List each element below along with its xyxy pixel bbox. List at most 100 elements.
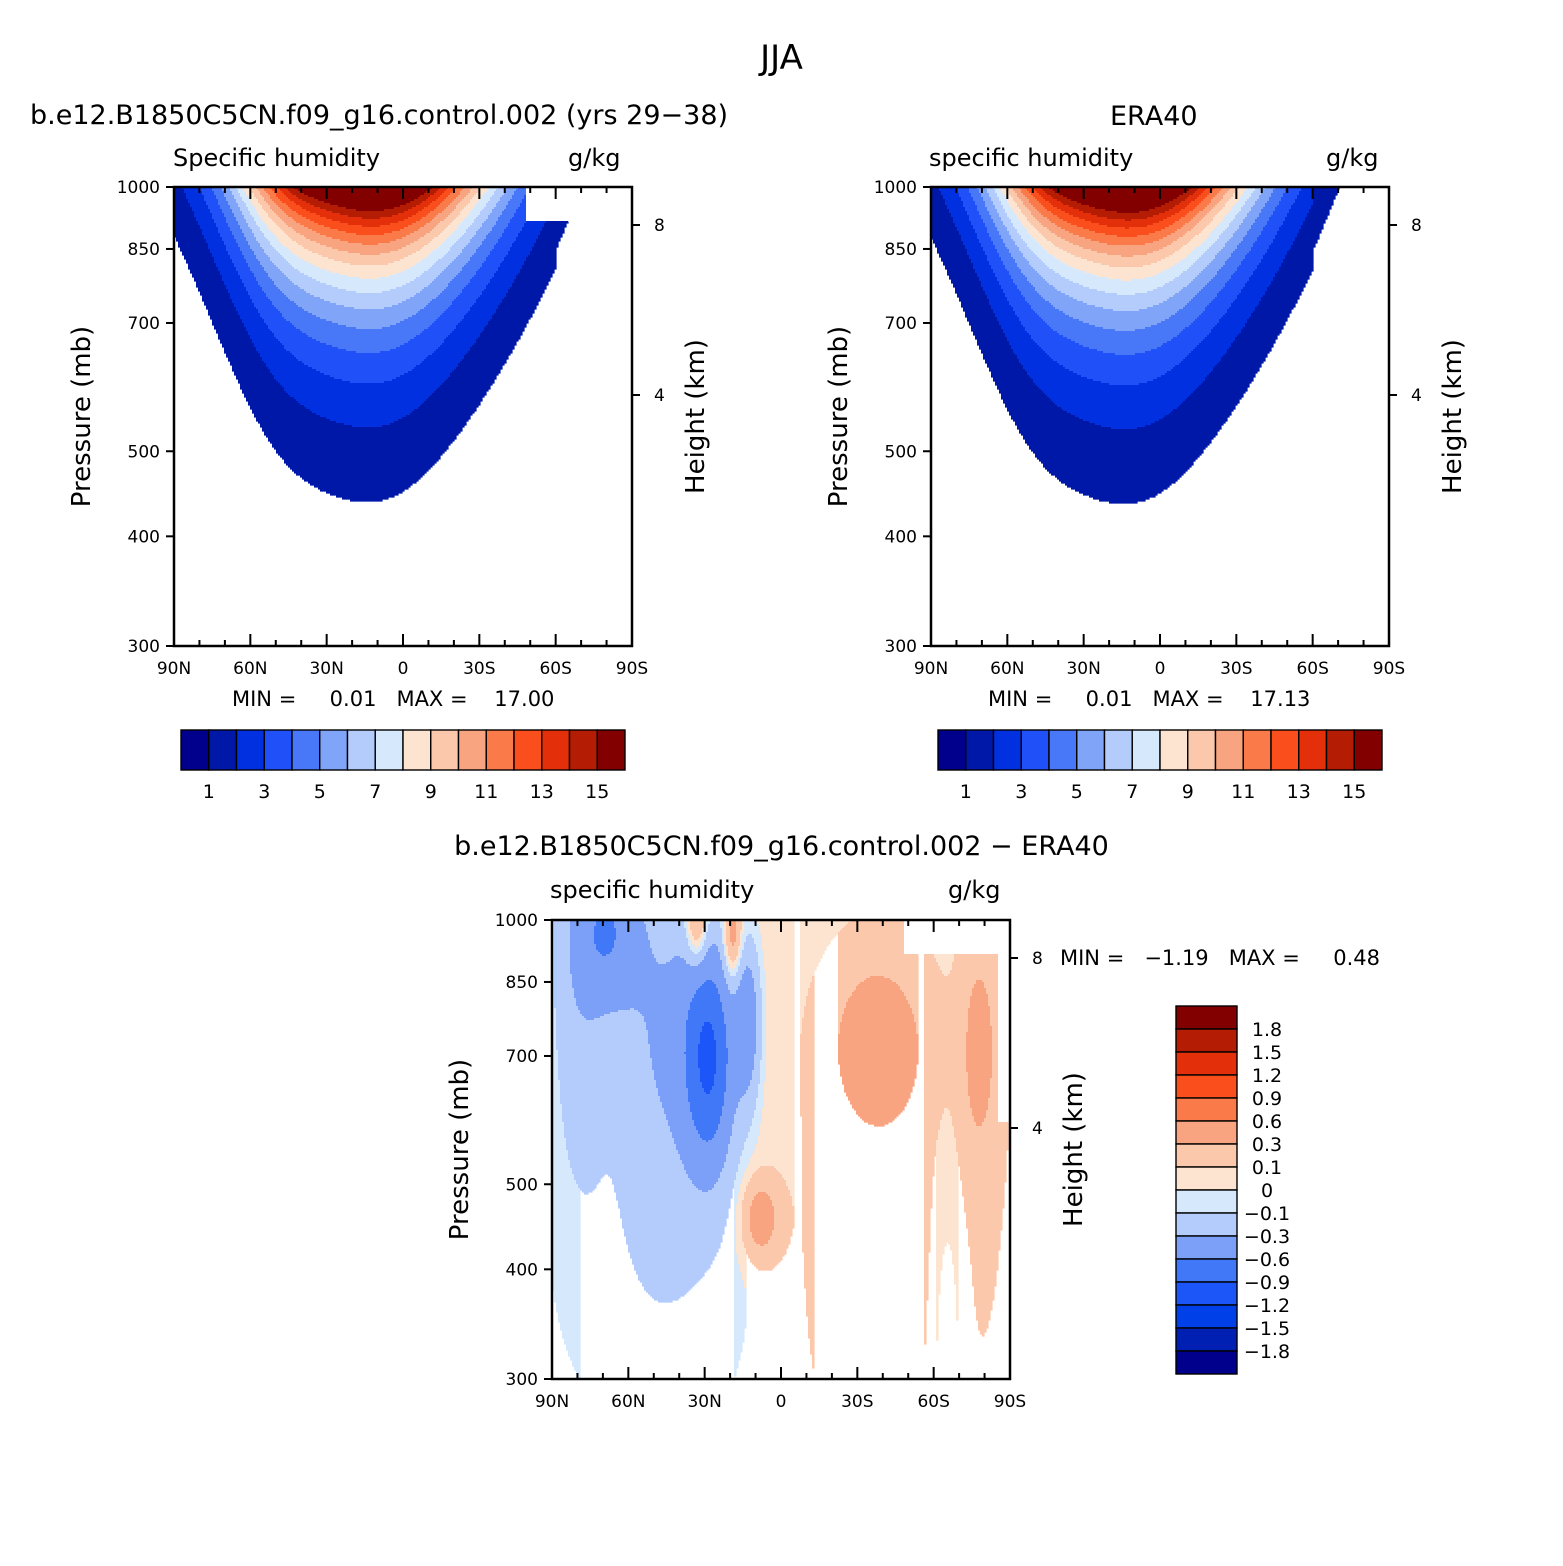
colorbar-label: −0.6 <box>1244 1249 1290 1271</box>
x-tick-label: 90S <box>994 1392 1026 1412</box>
y-tick-label: 1000 <box>874 178 917 198</box>
y-tick-label: 500 <box>506 1175 538 1195</box>
colorbar-box <box>1175 1074 1238 1099</box>
height-tick-label: 8 <box>1411 216 1422 236</box>
x-tick-label: 0 <box>776 1392 787 1412</box>
colorbar-box <box>541 729 571 771</box>
left-case-title: b.e12.B1850C5CN.f09_g16.control.002 (yrs… <box>30 100 729 131</box>
y-tick-label: 300 <box>885 637 917 657</box>
colorbar-box <box>1242 729 1272 771</box>
y-tick-label: 500 <box>885 442 917 462</box>
colorbar-left: 1 3 5 7 9 11 13 15 <box>180 729 626 803</box>
x-tick-label: 30N <box>687 1392 721 1412</box>
contour-field <box>552 920 1010 1379</box>
y-tick-label: 1000 <box>495 911 538 931</box>
colorbar-box <box>1175 1143 1238 1168</box>
colorbar-box <box>513 729 543 771</box>
height-tick-label: 4 <box>1032 1119 1043 1139</box>
colorbar-box <box>568 729 598 771</box>
left-units-label: g/kg <box>568 144 621 172</box>
colorbar-box <box>1187 729 1217 771</box>
colorbar-box <box>1175 1235 1238 1260</box>
diff-units-label: g/kg <box>948 876 1001 904</box>
x-tick-label: 0 <box>1155 659 1166 679</box>
right-min-max: MIN = 0.01 MAX = 17.13 <box>988 687 1311 711</box>
colorbar-box <box>374 729 404 771</box>
y-tick-label: 850 <box>506 973 538 993</box>
diff-min-max: MIN = −1.19 MAX = 0.48 <box>1060 946 1380 970</box>
colorbar-box <box>1175 1120 1238 1145</box>
colorbar-label: −0.1 <box>1244 1203 1290 1225</box>
colorbar-label: 5 <box>314 781 326 803</box>
x-tick-label: 30N <box>309 659 343 679</box>
y-tick-label: 700 <box>885 314 917 334</box>
colorbar-box <box>319 729 349 771</box>
height-tick-label: 8 <box>1032 949 1043 969</box>
colorbar-box <box>1175 1097 1238 1122</box>
x-tick-label: 60S <box>917 1392 949 1412</box>
colorbar-box <box>1270 729 1300 771</box>
colorbar-box <box>235 729 265 771</box>
colorbar-box <box>1175 1350 1238 1375</box>
colorbar-label: −1.2 <box>1244 1295 1290 1317</box>
x-tick-label: 60N <box>990 659 1024 679</box>
colorbar-label: 1 <box>203 781 215 803</box>
x-tick-label: 30S <box>1220 659 1252 679</box>
colorbar-box <box>291 729 321 771</box>
colorbar-label: 3 <box>1015 781 1027 803</box>
colorbar-right: 1 3 5 7 9 11 13 15 <box>937 729 1383 803</box>
colorbar-label: −0.3 <box>1244 1226 1290 1248</box>
left-min-max: MIN = 0.01 MAX = 17.00 <box>232 687 555 711</box>
colorbar-box <box>992 729 1022 771</box>
colorbar-box <box>1175 1051 1238 1076</box>
colorbar-box <box>1131 729 1161 771</box>
colorbar-box <box>180 729 210 771</box>
x-tick-label: 60N <box>611 1392 645 1412</box>
colorbar-box <box>208 729 238 771</box>
y-tick-label: 400 <box>506 1260 538 1280</box>
colorbar-label: −1.8 <box>1244 1341 1290 1363</box>
x-tick-label: 90S <box>616 659 648 679</box>
x-tick-label: 90S <box>1373 659 1405 679</box>
x-tick-label: 90N <box>914 659 948 679</box>
colorbar-box <box>1175 1258 1238 1283</box>
colorbar-diff: 1.81.51.20.90.60.30.10−0.1−0.3−0.6−0.9−1… <box>1175 1005 1290 1375</box>
y-axis-title: Pressure (mb) <box>824 326 854 507</box>
y-tick-label: 300 <box>128 637 160 657</box>
colorbar-label: 0.6 <box>1252 1111 1282 1133</box>
colorbar-label: 1.5 <box>1252 1042 1282 1064</box>
colorbar-box <box>1103 729 1133 771</box>
colorbar-label: −1.5 <box>1244 1318 1290 1340</box>
y-axis-title: Pressure (mb) <box>67 326 97 507</box>
contour-field <box>174 187 632 502</box>
colorbar-box <box>965 729 995 771</box>
y-tick-label: 850 <box>128 240 160 260</box>
colorbar-label: 3 <box>258 781 270 803</box>
x-tick-label: 60S <box>1296 659 1328 679</box>
height-tick-label: 4 <box>1411 386 1422 406</box>
colorbar-box <box>1175 1304 1238 1329</box>
colorbar-box <box>1214 729 1244 771</box>
colorbar-label: 0 <box>1261 1180 1273 1202</box>
colorbar-box <box>1175 1327 1238 1352</box>
colorbar-label: 9 <box>425 781 437 803</box>
height-tick-label: 4 <box>654 386 665 406</box>
x-tick-label: 60N <box>233 659 267 679</box>
y-tick-label: 850 <box>885 240 917 260</box>
diff-field-label: specific humidity <box>550 876 755 904</box>
y-tick-label: 1000 <box>117 178 160 198</box>
colorbar-label: 13 <box>530 781 554 803</box>
x-tick-label: 60S <box>539 659 571 679</box>
colorbar-box <box>1175 1166 1238 1191</box>
y-tick-label: 700 <box>506 1047 538 1067</box>
colorbar-box <box>1353 729 1383 771</box>
colorbar-box <box>430 729 460 771</box>
colorbar-box <box>1175 1189 1238 1214</box>
colorbar-label: 1.8 <box>1252 1019 1282 1041</box>
colorbar-box <box>457 729 487 771</box>
y-tick-label: 400 <box>128 527 160 547</box>
colorbar-box <box>937 729 967 771</box>
colorbar-box <box>346 729 376 771</box>
colorbar-box <box>1020 729 1050 771</box>
colorbar-label: 13 <box>1287 781 1311 803</box>
